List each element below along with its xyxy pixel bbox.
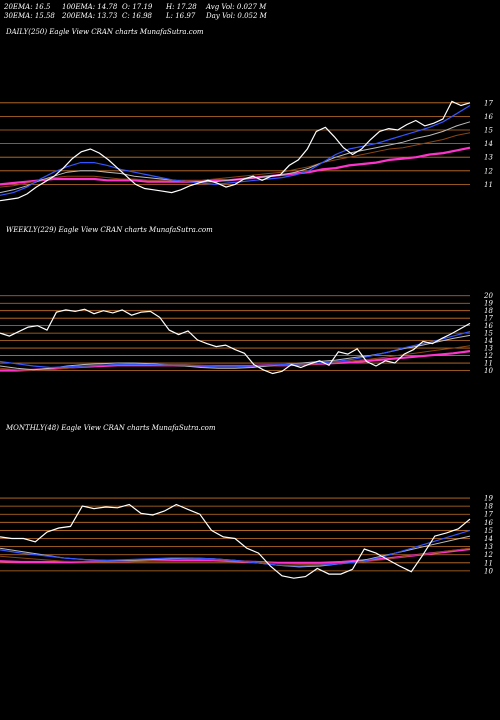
daily-chart-title: DAILY(250) Eagle View CRAN charts Munafa… (6, 28, 204, 36)
open-label: O: 17.19 (122, 3, 153, 11)
y-tick-label: 15 (484, 527, 493, 535)
y-tick-label: 20 (483, 292, 493, 300)
ema30-label: 30EMA: 15.58 (4, 12, 55, 20)
ema-line (0, 331, 471, 369)
y-tick-label: 10 (484, 567, 493, 575)
y-tick-label: 12 (484, 352, 493, 360)
price-line (0, 308, 471, 375)
daily-panel: DAILY(250) Eagle View CRAN charts Munafa… (0, 26, 500, 226)
y-tick-label: 14 (484, 337, 493, 345)
ema-line (0, 121, 471, 194)
y-tick-label: 13 (484, 345, 493, 353)
close-label: C: 16.98 (122, 12, 152, 20)
y-tick-label: 13 (484, 154, 493, 162)
monthly-chart-title: MONTHLY(48) Eagle View CRAN charts Munaf… (6, 424, 216, 432)
y-tick-label: 15 (484, 127, 493, 135)
y-tick-label: 12 (484, 167, 493, 175)
avg-vol-label: Avg Vol: 0.027 M (206, 3, 267, 11)
price-line (0, 100, 471, 202)
ema20-label: 20EMA: 16.5 (4, 3, 51, 11)
ema-line (0, 104, 471, 196)
y-tick-label: 16 (484, 322, 493, 330)
y-tick-label: 19 (484, 300, 493, 308)
price-line (0, 503, 471, 579)
ema-line (0, 132, 471, 188)
weekly-chart-title: WEEKLY(229) Eagle View CRAN charts Munaf… (6, 226, 213, 234)
ema-line (0, 345, 471, 372)
y-tick-label: 14 (484, 535, 493, 543)
monthly-panel: MONTHLY(48) Eagle View CRAN charts Munaf… (0, 424, 500, 644)
y-tick-label: 19 (484, 495, 493, 503)
y-tick-label: 17 (484, 511, 493, 519)
y-tick-label: 10 (484, 367, 493, 375)
y-tick-label: 13 (484, 543, 493, 551)
y-tick-label: 11 (484, 181, 493, 189)
high-label: H: 17.28 (166, 3, 197, 11)
y-tick-label: 11 (484, 360, 493, 368)
day-vol-label: Day Vol: 0.052 M (206, 12, 267, 20)
y-tick-label: 15 (484, 330, 493, 338)
ema100-label: 100EMA: 14.78 (62, 3, 118, 11)
ema-line (0, 529, 471, 567)
y-tick-label: 18 (484, 307, 493, 315)
y-tick-label: 16 (484, 519, 493, 527)
y-tick-label: 17 (484, 315, 493, 323)
y-tick-label: 17 (484, 99, 493, 107)
y-tick-label: 14 (484, 140, 493, 148)
ema200-label: 200EMA: 13.73 (62, 12, 118, 20)
low-label: L: 16.97 (166, 12, 196, 20)
y-tick-label: 11 (484, 559, 493, 567)
daily-chart: 17 16 15 14 13 12 11 (0, 99, 493, 202)
y-tick-label: 18 (484, 503, 493, 511)
y-tick-label: 12 (484, 551, 493, 559)
weekly-panel: WEEKLY(229) Eagle View CRAN charts Munaf… (0, 226, 500, 426)
y-tick-label: 16 (484, 113, 493, 121)
